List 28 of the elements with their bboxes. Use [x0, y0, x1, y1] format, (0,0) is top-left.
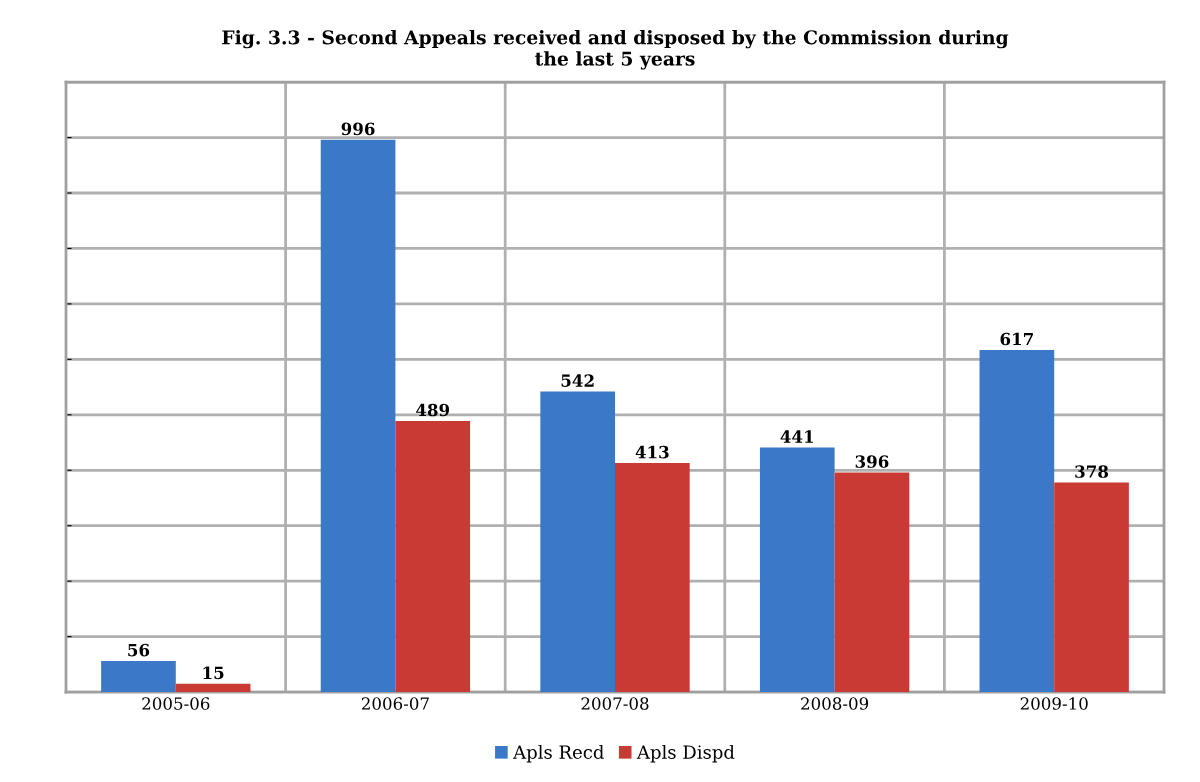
bar — [540, 391, 615, 693]
data-label: 996 — [341, 122, 375, 136]
bar — [759, 447, 835, 693]
bar — [320, 139, 396, 693]
x-tick-label: 2005-06 — [142, 697, 210, 710]
x-tick-label: 2006-07 — [361, 697, 429, 710]
data-label: 617 — [1000, 332, 1033, 346]
data-label: 396 — [855, 455, 889, 468]
data-label: 489 — [416, 403, 450, 417]
x-tick-label: 2009-10 — [1020, 697, 1088, 710]
chart-title: Fig. 3.3 - Second Appeals received and disposed by the Commission during the last 5 years — [222, 29, 1009, 70]
data-label: 56 — [128, 643, 150, 657]
bar — [175, 683, 251, 693]
data-label: 378 — [1075, 465, 1109, 478]
data-label: 441 — [780, 430, 813, 443]
bar — [395, 420, 471, 693]
bar — [615, 463, 690, 693]
data-label: 413 — [635, 445, 669, 459]
legend-label: Apls Recd — [513, 744, 604, 763]
legend-label: Apls Dispd — [636, 744, 735, 763]
data-label: 15 — [203, 666, 224, 680]
bar — [101, 661, 176, 693]
data-label: 542 — [561, 374, 594, 387]
bar — [834, 472, 910, 693]
x-tick-label: 2008-09 — [801, 697, 869, 710]
bar — [979, 349, 1055, 693]
x-tick-label: 2007-08 — [581, 697, 649, 710]
bar — [1054, 482, 1129, 693]
